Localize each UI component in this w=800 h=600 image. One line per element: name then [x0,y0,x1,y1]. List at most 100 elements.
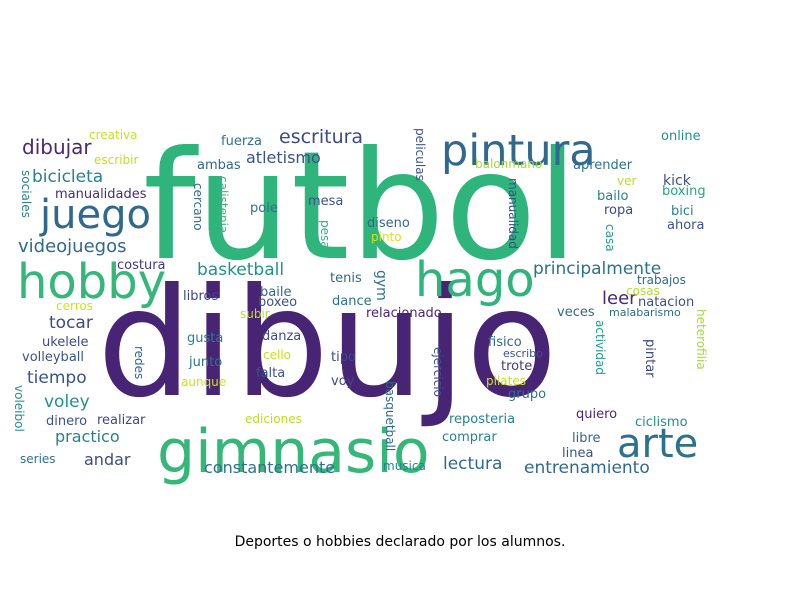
cloud-word-bicicleta: bicicleta [32,167,103,187]
cloud-word-bici: bici [671,204,694,219]
cloud-word-actividad: actividad [593,320,607,375]
cloud-word-cosas: cosas [626,284,660,298]
cloud-word-pesas: pesas [318,220,332,255]
cloud-word-aunque: aunque [181,375,226,389]
cloud-word-online: online [661,129,701,144]
cloud-word-heterofilia: heterofilia [694,309,708,370]
cloud-word-manualidad: manualidad [506,178,520,249]
cloud-word-escribir: escribir [94,153,138,167]
cloud-word-diseno: diseno [367,216,410,231]
cloud-word-constantemente: constantemente [204,458,335,477]
cloud-word-cercano: cercano [191,183,205,231]
cloud-word-volleyball: volleyball [22,350,84,365]
cloud-word-baile: baile [260,285,291,300]
cloud-word-tenis: tenis [330,271,362,286]
cloud-word-videojuegos: videojuegos [18,236,126,257]
cloud-word-calistenia: calistenia [216,176,230,233]
cloud-word-hobby: hobby [17,254,166,310]
cloud-word-junto: junto [188,355,222,370]
cloud-word-trote: trote [501,359,532,374]
cloud-word-danza: danza [262,329,301,344]
cloud-word-ukelele: ukelele [42,335,89,350]
cloud-word-ver: ver [617,174,636,188]
cloud-word-cello: cello [263,348,291,362]
cloud-word-futbol: futbol [143,120,578,294]
cloud-word-principalmente: principalmente [533,259,661,279]
cloud-word-bailo: bailo [597,189,628,204]
cloud-word-boxing: boxing [662,184,706,199]
cloud-word-atletismo: atletismo [246,148,321,167]
cloud-word-gym: gym [373,270,389,301]
cloud-word-gusta: gusta [187,331,223,346]
cloud-word-tocar: tocar [49,313,93,333]
cloud-word-basketball: basketball [197,260,284,280]
cloud-word-ambas: ambas [197,158,241,173]
cloud-word-escritura: escritura [279,126,363,148]
cloud-word-tipo: tipo [331,350,356,365]
cloud-word-basquetball: basquetball [383,381,397,451]
cloud-word-costura: costura [117,258,166,273]
figure-caption: Deportes o hobbies declarado por los alu… [234,534,566,550]
cloud-word-realizar: realizar [97,413,146,428]
cloud-word-entrenamiento: entrenamiento [524,458,650,478]
cloud-word-quiero: quiero [576,407,617,422]
cloud-word-ahora: ahora [667,218,704,233]
cloud-word-andar: andar [84,450,131,469]
cloud-word-kick: kick [663,173,692,189]
cloud-word-libros: libros [183,289,218,304]
cloud-word-hago: hago [415,252,535,308]
cloud-word-linea: linea [562,446,593,461]
cloud-word-dibujo: dibujo [97,257,558,431]
cloud-word-reposteria: reposteria [449,412,515,427]
cloud-word-juego: juego [39,192,151,238]
cloud-word-boxeo: boxeo [258,295,297,310]
cloud-word-lectura: lectura [443,454,502,474]
cloud-word-ropa: ropa [604,203,633,218]
cloud-word-veces: veces [557,305,595,320]
cloud-word-voleibol: voleibol [12,385,26,432]
cloud-word-ediciones: ediciones [245,412,302,426]
cloud-word-series: series [20,452,56,466]
cloud-word-falta: falta [256,366,285,381]
cloud-word-ciclismo: ciclismo [635,415,688,430]
cloud-word-comprar: comprar [442,430,497,445]
cloud-word-tiempo: tiempo [27,368,87,388]
cloud-word-pinto: pinto [371,230,402,244]
cloud-word-dibujar: dibujar [22,135,92,159]
cloud-word-pilates: pilates [486,374,526,388]
cloud-word-libre: libre [572,431,601,446]
cloud-word-malabarismo: malabarismo [609,306,681,319]
cloud-word-gimnasio: gimnasio [157,417,430,487]
cloud-word-relacionado: relacionado [366,306,442,321]
cloud-word-balonmano: balonmano [475,157,542,171]
cloud-word-dance: dance [332,294,372,309]
cloud-word-dinero: dinero [46,414,87,429]
cloud-word-musica: musica [383,459,426,473]
cloud-word-cerros: cerros [56,299,93,313]
cloud-word-pintura: pintura [441,126,596,176]
cloud-word-sociales: sociales [19,170,33,218]
cloud-word-manualidades: manualidades [55,187,147,202]
cloud-word-trabajos: trabajos [637,273,686,287]
cloud-word-fisico: fisico [488,335,522,350]
cloud-word-grupo: grupo [508,387,546,402]
cloud-word-pole: pole [250,201,278,216]
cloud-word-redes: redes [132,346,146,379]
cloud-word-casa: casa [603,224,617,252]
cloud-word-subir: subir [240,307,270,321]
cloud-word-creativa: creativa [89,128,138,142]
cloud-word-escribo: escribo [503,347,543,360]
cloud-word-arte: arte [617,421,698,467]
cloud-word-voy: voy [331,374,355,389]
cloud-word-voley: voley [44,392,90,412]
cloud-word-mesa: mesa [308,194,343,209]
cloud-word-pintar: pintar [642,339,657,378]
cloud-word-practico: practico [55,427,120,446]
cloud-word-fuerza: fuerza [221,134,262,149]
cloud-word-peliculas: peliculas [413,128,427,181]
cloud-word-natacion: natacion [638,295,694,310]
cloud-word-ejercicio: ejercicio [431,347,445,397]
cloud-word-aprender: aprender [573,158,633,173]
cloud-word-leer: leer [602,288,637,309]
